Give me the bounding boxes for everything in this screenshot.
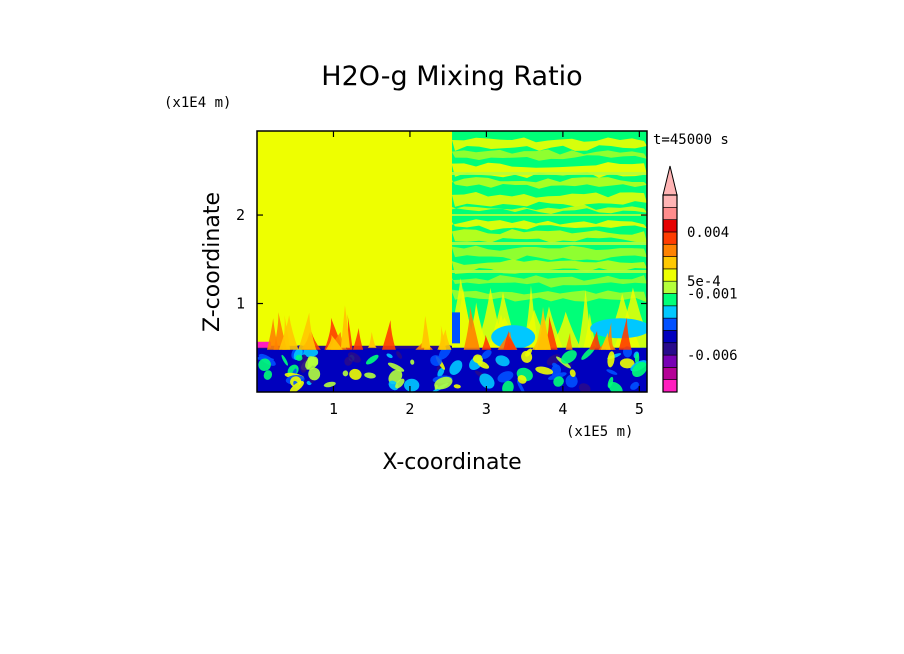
colorbar: 0.004 5e-4-0.001 -0.006 <box>662 165 738 393</box>
colorbar-segment <box>662 231 678 245</box>
y-scale-label: (x1E4 m) <box>164 95 231 111</box>
colorbar-arrow <box>662 165 678 196</box>
x-axis-label: X-coordinate <box>382 450 521 475</box>
moist-plumes <box>266 305 632 350</box>
y-tick-label: 2 <box>236 206 245 224</box>
x-tick-label: 3 <box>482 400 491 418</box>
colorbar-tick-label: -0.006 <box>687 348 738 364</box>
colorbar-segment <box>662 305 678 319</box>
colorbar-segment <box>662 330 678 344</box>
colorbar-segment <box>662 243 678 257</box>
x-tick-label: 5 <box>635 400 644 418</box>
colorbar-segment <box>662 367 678 380</box>
x-scale-label: (x1E5 m) <box>566 424 633 440</box>
x-tick-label: 4 <box>558 400 567 418</box>
colorbar-segment <box>662 354 678 368</box>
colorbar-segment <box>662 219 678 233</box>
colorbar-frame <box>662 194 678 393</box>
colorbar-tick-label: -0.001 <box>687 287 738 303</box>
colorbar-segment <box>662 317 678 331</box>
chart-title: H2O-g Mixing Ratio <box>321 61 582 92</box>
x-axis-ticks: 1 2 3 4 5 <box>329 131 644 418</box>
boundary-layer <box>257 341 647 392</box>
plot-frame <box>256 130 648 393</box>
y-axis-label: Z-coordinate <box>200 192 225 332</box>
colorbar-segment <box>662 280 678 294</box>
colorbar-segment <box>662 293 678 307</box>
heatmap-field <box>257 131 647 392</box>
x-tick-label: 1 <box>329 400 338 418</box>
colorbar-tick-label: 5e-4 <box>687 274 721 290</box>
time-label: t=45000 s <box>653 132 729 148</box>
y-axis-ticks: 12 <box>236 206 647 313</box>
colorbar-segment <box>662 342 678 356</box>
colorbar-segment <box>662 194 678 208</box>
colorbar-segment <box>662 207 678 220</box>
x-tick-label: 2 <box>405 400 414 418</box>
colorbar-tick-label: 0.004 <box>687 225 729 241</box>
colorbar-segment <box>662 268 678 282</box>
upper-bands <box>445 137 647 350</box>
y-tick-label: 1 <box>236 295 245 313</box>
colorbar-segment <box>662 379 678 393</box>
colorbar-segment <box>662 256 678 270</box>
